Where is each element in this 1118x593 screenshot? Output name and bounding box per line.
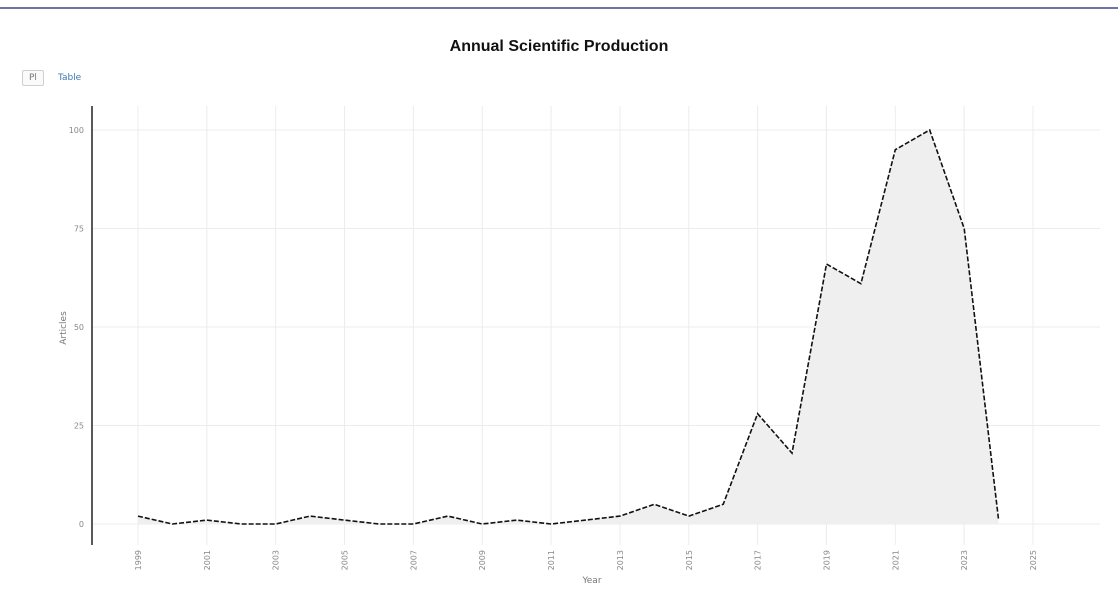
- y-tick-label: 25: [74, 422, 84, 431]
- top-divider: [0, 7, 1118, 9]
- x-tick-labels: 1999 2001 2003 2005 2007 2009 2011 2013 2015 2017…: [134, 550, 1038, 570]
- x-tick-label: 2017: [754, 550, 763, 570]
- y-tick-label: 0: [79, 520, 84, 529]
- area-fill: [138, 130, 999, 524]
- y-axis-title: Articles: [59, 311, 69, 345]
- tab-table[interactable]: Table: [57, 73, 82, 83]
- series-line: [137, 128, 1000, 525]
- y-tick-label: 50: [74, 323, 84, 332]
- view-tabs: Pl Table: [22, 70, 87, 86]
- tab-plot[interactable]: Pl: [22, 70, 44, 86]
- y-tick-label: 100: [69, 126, 84, 135]
- x-tick-label: 2019: [822, 550, 831, 570]
- x-tick-label: 2013: [616, 550, 625, 570]
- chart-title: Annual Scientific Production: [449, 38, 669, 55]
- y-tick-label: 75: [74, 225, 84, 234]
- x-tick-label: 2007: [409, 550, 418, 570]
- x-tick-label: 1999: [134, 550, 143, 570]
- x-tick-label: 2003: [272, 550, 281, 570]
- x-tick-label: 2011: [547, 550, 556, 570]
- x-tick-label: 2001: [203, 550, 212, 570]
- x-axis-title: Year: [581, 576, 601, 586]
- y-tick-labels: 0 25 50 75 100: [69, 126, 84, 529]
- x-tick-label: 2005: [341, 550, 350, 570]
- x-tick-label: 2009: [478, 550, 487, 570]
- x-tick-label: 2015: [685, 550, 694, 570]
- x-tick-label: 2023: [960, 550, 969, 570]
- x-tick-label: 2021: [891, 550, 900, 570]
- x-tick-label: 2025: [1029, 550, 1038, 570]
